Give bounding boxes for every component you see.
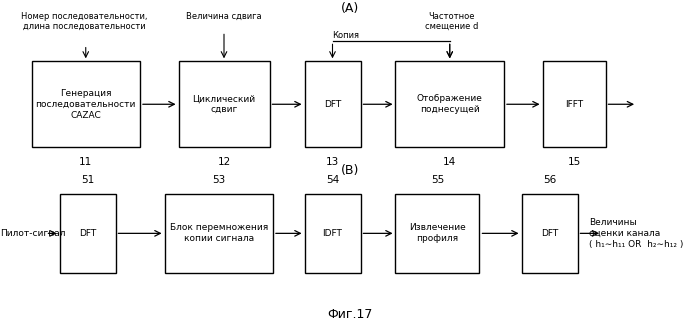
Text: 12: 12 — [218, 157, 230, 167]
FancyBboxPatch shape — [32, 61, 140, 147]
Text: Пилот-сигнал: Пилот-сигнал — [0, 229, 66, 238]
Text: 51: 51 — [81, 175, 94, 185]
Text: Величины
оценки канала
( h₁∼h₁₁ OR  h₂∼h₁₂ ): Величины оценки канала ( h₁∼h₁₁ OR h₂∼h₁… — [589, 218, 684, 249]
Text: 15: 15 — [568, 157, 580, 167]
FancyBboxPatch shape — [395, 61, 504, 147]
Text: 13: 13 — [326, 157, 339, 167]
Text: Циклический
сдвиг: Циклический сдвиг — [193, 94, 256, 114]
FancyBboxPatch shape — [395, 194, 480, 273]
Text: Фиг.17: Фиг.17 — [328, 308, 372, 321]
Text: Генерация
последовательности
CAZAC: Генерация последовательности CAZAC — [36, 89, 136, 120]
Text: Номер последовательности,
длина последовательности: Номер последовательности, длина последов… — [21, 12, 147, 31]
Text: Извлечение
профиля: Извлечение профиля — [409, 223, 466, 243]
FancyBboxPatch shape — [178, 61, 270, 147]
FancyBboxPatch shape — [522, 194, 578, 273]
Text: (A): (A) — [341, 2, 359, 15]
Text: IFFT: IFFT — [565, 100, 583, 109]
FancyBboxPatch shape — [60, 194, 116, 273]
Text: 55: 55 — [431, 175, 444, 185]
Text: 53: 53 — [212, 175, 225, 185]
Text: Копия: Копия — [332, 31, 360, 40]
FancyBboxPatch shape — [304, 61, 360, 147]
Text: 56: 56 — [543, 175, 556, 185]
FancyBboxPatch shape — [304, 194, 360, 273]
Text: IDFT: IDFT — [323, 229, 342, 238]
Text: Величина сдвига: Величина сдвига — [186, 12, 262, 21]
FancyBboxPatch shape — [164, 194, 273, 273]
Text: Частотное
смещение d: Частотное смещение d — [425, 12, 478, 31]
Text: 54: 54 — [326, 175, 339, 185]
Text: (B): (B) — [341, 164, 359, 177]
Text: Отображение
поднесущей: Отображение поднесущей — [416, 94, 483, 114]
Text: DFT: DFT — [541, 229, 558, 238]
Text: 11: 11 — [79, 157, 92, 167]
Text: 14: 14 — [443, 157, 456, 167]
FancyBboxPatch shape — [542, 61, 606, 147]
Text: Блок перемножения
копии сигнала: Блок перемножения копии сигнала — [169, 223, 268, 243]
Text: DFT: DFT — [79, 229, 96, 238]
Text: DFT: DFT — [324, 100, 341, 109]
